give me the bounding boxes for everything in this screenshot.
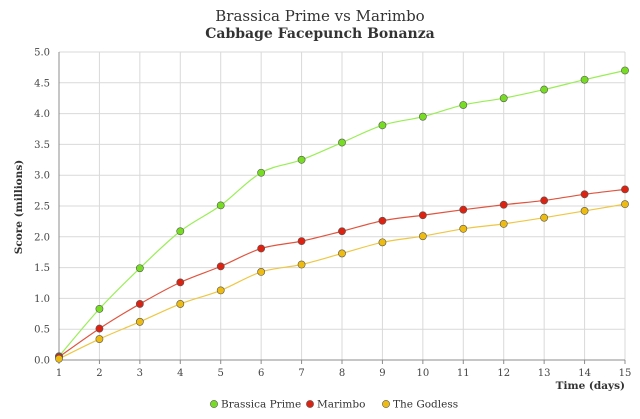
data-point-brassica-prime — [95, 304, 104, 313]
y-tick-label: 2.5 — [34, 202, 50, 213]
data-point-the-godless — [418, 232, 427, 241]
data-point-marimbo — [176, 278, 185, 287]
data-point-the-godless — [459, 224, 468, 233]
x-tick-label: 12 — [497, 368, 510, 379]
x-tick-label: 8 — [339, 368, 345, 379]
series-points — [55, 66, 629, 363]
data-point-marimbo — [338, 227, 346, 236]
y-tick-label: 0.0 — [34, 356, 50, 367]
y-tick-label: 0.5 — [34, 325, 50, 336]
data-point-marimbo — [418, 211, 427, 220]
x-tick-label: 4 — [177, 368, 183, 379]
x-tick-label: 7 — [298, 368, 304, 379]
legend: Brassica Prime Marimbo The Godless — [210, 399, 458, 411]
data-point-brassica-prime — [418, 112, 427, 121]
x-axis-label: Time (days) — [556, 380, 625, 392]
x-tick-label: 3 — [137, 368, 143, 379]
data-point-the-godless — [216, 286, 225, 295]
legend-label-marimbo: Marimbo — [317, 399, 365, 411]
data-point-marimbo — [499, 200, 508, 209]
x-tick-label: 9 — [379, 368, 385, 379]
data-point-brassica-prime — [459, 101, 468, 109]
data-point-the-godless — [338, 249, 346, 258]
legend-marker-marimbo — [306, 400, 314, 408]
legend-label-the-godless: The Godless — [393, 399, 458, 411]
data-point-the-godless — [540, 213, 549, 222]
data-point-the-godless — [95, 335, 104, 343]
legend-marker-brassica-prime — [210, 400, 218, 408]
data-point-brassica-prime — [257, 168, 266, 177]
chart-subtitle: Cabbage Facepunch Bonanza — [205, 26, 434, 42]
x-tick-label: 13 — [538, 368, 551, 379]
data-point-marimbo — [621, 185, 629, 194]
y-tick-label: 1.5 — [34, 263, 50, 274]
x-tick-label: 15 — [619, 368, 632, 379]
x-tick-label: 2 — [96, 368, 102, 379]
y-tick-label: 4.0 — [34, 109, 50, 120]
y-tick-label: 2.0 — [34, 232, 50, 243]
y-tick-label: 3.0 — [34, 171, 50, 182]
y-tick-label: 3.5 — [34, 140, 50, 151]
data-point-the-godless — [499, 219, 508, 228]
data-point-marimbo — [297, 237, 306, 246]
data-point-the-godless — [580, 207, 589, 215]
data-point-marimbo — [378, 216, 387, 225]
data-point-brassica-prime — [540, 85, 549, 94]
data-point-brassica-prime — [216, 201, 225, 210]
data-point-marimbo — [135, 300, 144, 308]
data-point-brassica-prime — [378, 121, 387, 130]
data-point-the-godless — [378, 238, 387, 247]
x-tick-label: 5 — [218, 368, 224, 379]
grid-lines — [59, 51, 626, 360]
data-point-brassica-prime — [297, 155, 306, 164]
data-point-the-godless — [297, 260, 306, 269]
data-point-brassica-prime — [176, 227, 185, 236]
data-point-marimbo — [580, 190, 589, 199]
x-tick-label: 6 — [258, 368, 264, 379]
y-axis-label: Score (millions) — [13, 160, 25, 254]
x-tick-label: 1 — [56, 368, 62, 379]
data-point-brassica-prime — [338, 138, 346, 147]
legend-label-brassica-prime: Brassica Prime — [221, 399, 301, 411]
chart-title: Brassica Prime vs Marimbo — [215, 7, 424, 25]
data-point-brassica-prime — [499, 94, 508, 103]
data-point-brassica-prime — [621, 66, 629, 75]
data-point-brassica-prime — [580, 75, 589, 84]
legend-marker-the-godless — [382, 400, 390, 408]
data-point-the-godless — [135, 317, 144, 326]
data-point-the-godless — [621, 200, 629, 209]
data-point-the-godless — [176, 300, 185, 308]
data-point-brassica-prime — [135, 264, 144, 273]
data-point-the-godless — [55, 354, 63, 363]
data-point-the-godless — [257, 268, 266, 276]
axes: 0.00.51.01.52.02.53.03.54.04.55.01 2 3 4 5 6 7… — [34, 48, 631, 380]
y-tick-label: 5.0 — [34, 48, 50, 59]
y-tick-label: 4.5 — [34, 78, 50, 89]
data-point-marimbo — [540, 196, 549, 205]
y-tick-label: 1.0 — [34, 294, 50, 305]
data-point-marimbo — [95, 324, 104, 333]
data-point-marimbo — [459, 205, 468, 214]
data-point-marimbo — [216, 262, 225, 271]
x-tick-label: 14 — [578, 368, 591, 379]
x-tick-label: 11 — [457, 368, 470, 379]
data-point-marimbo — [257, 244, 266, 253]
x-tick-label: 10 — [416, 368, 429, 379]
